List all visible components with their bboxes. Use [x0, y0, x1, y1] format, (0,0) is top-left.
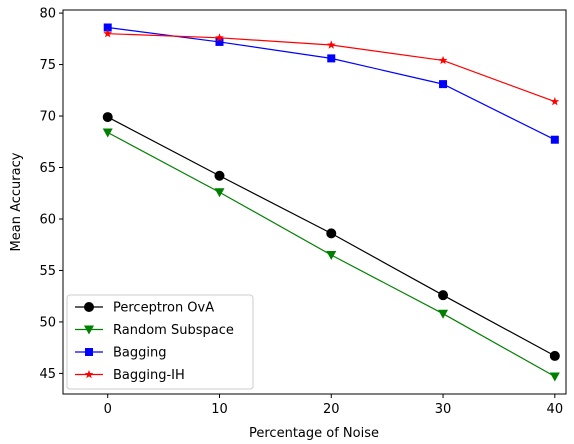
data-point [215, 37, 224, 46]
x-tick-label: 40 [547, 402, 564, 417]
data-point [438, 55, 448, 65]
legend-label: Random Subspace [113, 323, 234, 338]
data-point [215, 33, 224, 42]
x-tick-label: 0 [104, 402, 112, 417]
data-point [102, 112, 113, 123]
y-axis-ticks: 45 50 55 60 65 70 75 80 [39, 7, 63, 382]
data-point [439, 80, 448, 89]
x-tick-label: 30 [435, 402, 452, 417]
y-tick-label: 75 [39, 58, 56, 73]
legend-marker [84, 369, 94, 379]
data-point [214, 188, 225, 198]
data-point [102, 128, 113, 138]
y-tick-label: 60 [39, 212, 56, 227]
x-tick-label: 10 [211, 402, 228, 417]
series-2 [103, 23, 559, 144]
legend-marker [85, 348, 93, 356]
series-0 [102, 112, 560, 361]
y-tick-label: 80 [39, 7, 56, 22]
legend-item: Bagging [75, 346, 167, 361]
legend-box [66, 294, 254, 390]
y-tick-label: 55 [39, 264, 56, 279]
y-tick-label: 45 [39, 367, 56, 382]
data-point [326, 251, 337, 261]
data-point [326, 40, 336, 49]
data-point [550, 135, 559, 144]
legend-item: Perceptron OvA [75, 301, 214, 316]
legend-label: Bagging-IH [113, 368, 185, 383]
legend-marker [84, 302, 94, 312]
data-point [103, 23, 112, 32]
series-3 [103, 29, 560, 106]
data-point [327, 54, 336, 63]
x-axis-ticks: 0 10 20 30 40 [104, 394, 564, 417]
data-point [550, 97, 560, 106]
y-axis-title: Mean Accuracy [9, 152, 24, 251]
data-point [103, 29, 113, 38]
legend-item: Random Subspace [75, 323, 234, 338]
legend-marker [84, 325, 94, 335]
legend-label: Perceptron OvA [113, 301, 214, 316]
data-point [214, 170, 225, 181]
y-tick-label: 65 [39, 161, 56, 176]
series-layer [102, 23, 560, 382]
plot-frame [62, 9, 567, 395]
x-axis-title: Percentage of Noise [249, 426, 379, 441]
legend-item: Bagging-IH [75, 368, 185, 383]
series-1 [102, 128, 560, 382]
legend-label: Bagging [113, 346, 167, 361]
y-tick-label: 70 [39, 110, 56, 125]
data-point [549, 372, 560, 382]
legend: Perceptron OvA Random Subspace Bagging Bagg… [66, 294, 254, 390]
y-tick-label: 50 [39, 315, 56, 330]
data-point [549, 350, 560, 361]
data-point [326, 228, 337, 239]
x-tick-label: 20 [323, 402, 340, 417]
data-point [438, 309, 449, 319]
data-point [438, 290, 449, 301]
